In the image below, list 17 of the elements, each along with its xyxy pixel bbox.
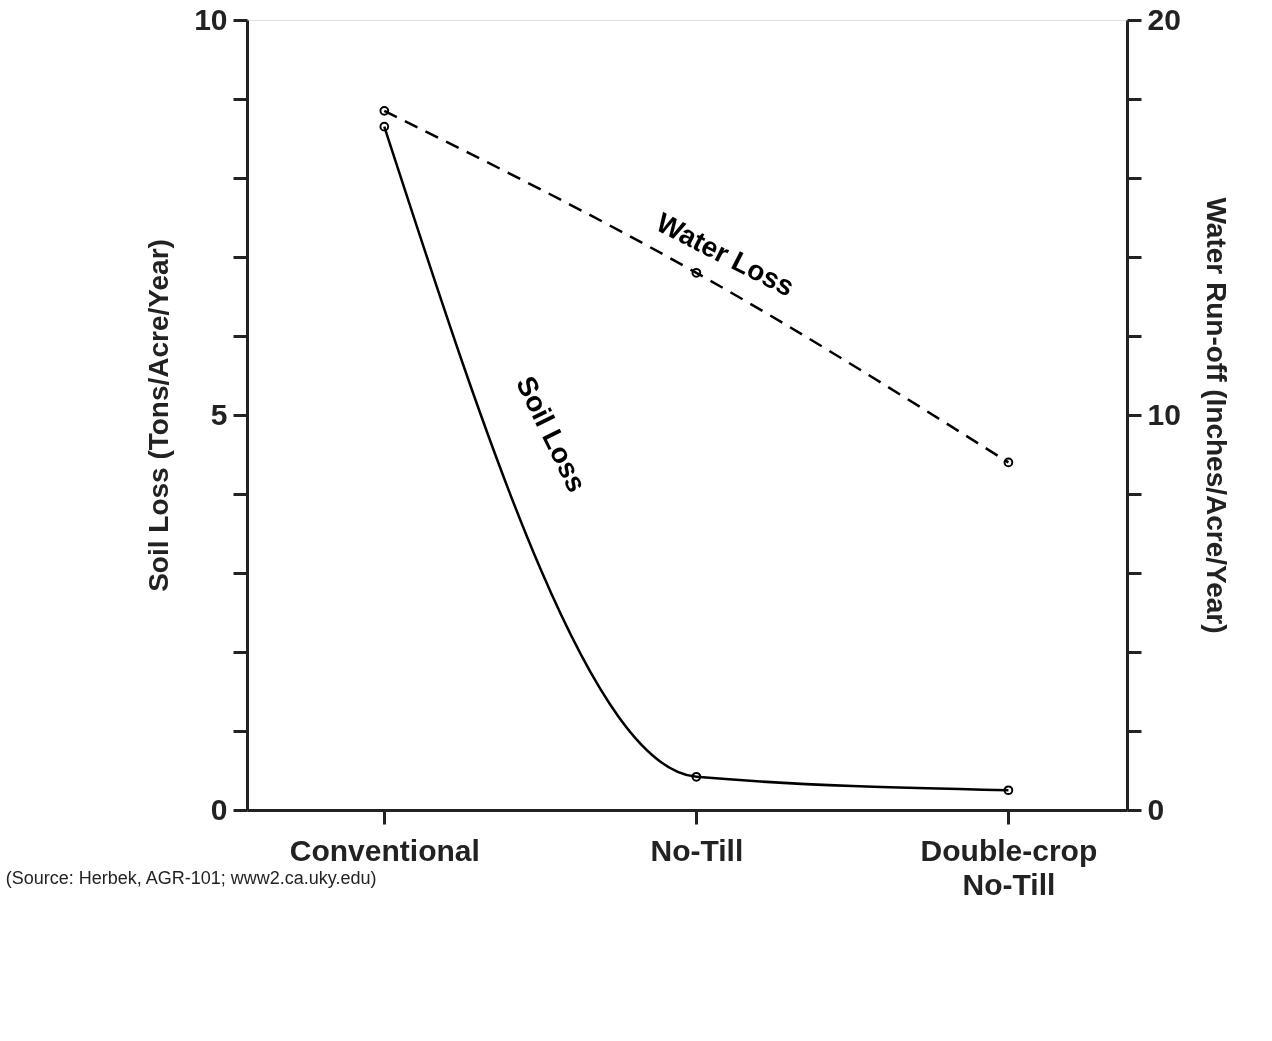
y-tick-label: 0 bbox=[210, 792, 228, 826]
y2-tick-label: 0 bbox=[1147, 792, 1165, 826]
y-tick-label: 5 bbox=[210, 397, 228, 431]
x-tick-label: Conventional bbox=[289, 833, 480, 867]
x-tick-label: No-Till bbox=[650, 833, 744, 867]
point bbox=[691, 267, 702, 278]
point bbox=[691, 771, 702, 782]
text: (Source: Herbek, AGR-101; www2.ca.uky.edu) bbox=[5, 868, 377, 888]
text: Soil Loss bbox=[510, 371, 593, 497]
y2-tick-label: 20 bbox=[1147, 2, 1181, 36]
y-tick-label: 10 bbox=[194, 2, 228, 36]
y2-axis-title: Water Run-off (Inches/Acre/Year) bbox=[1200, 197, 1232, 634]
point bbox=[1003, 457, 1014, 468]
y-axis-title: Soil Loss (Tons/Acre/Year) bbox=[143, 239, 175, 592]
point bbox=[379, 105, 390, 116]
y2-tick-label: 10 bbox=[1147, 397, 1181, 431]
x-tick-label: Double-crop No-Till bbox=[920, 833, 1098, 901]
